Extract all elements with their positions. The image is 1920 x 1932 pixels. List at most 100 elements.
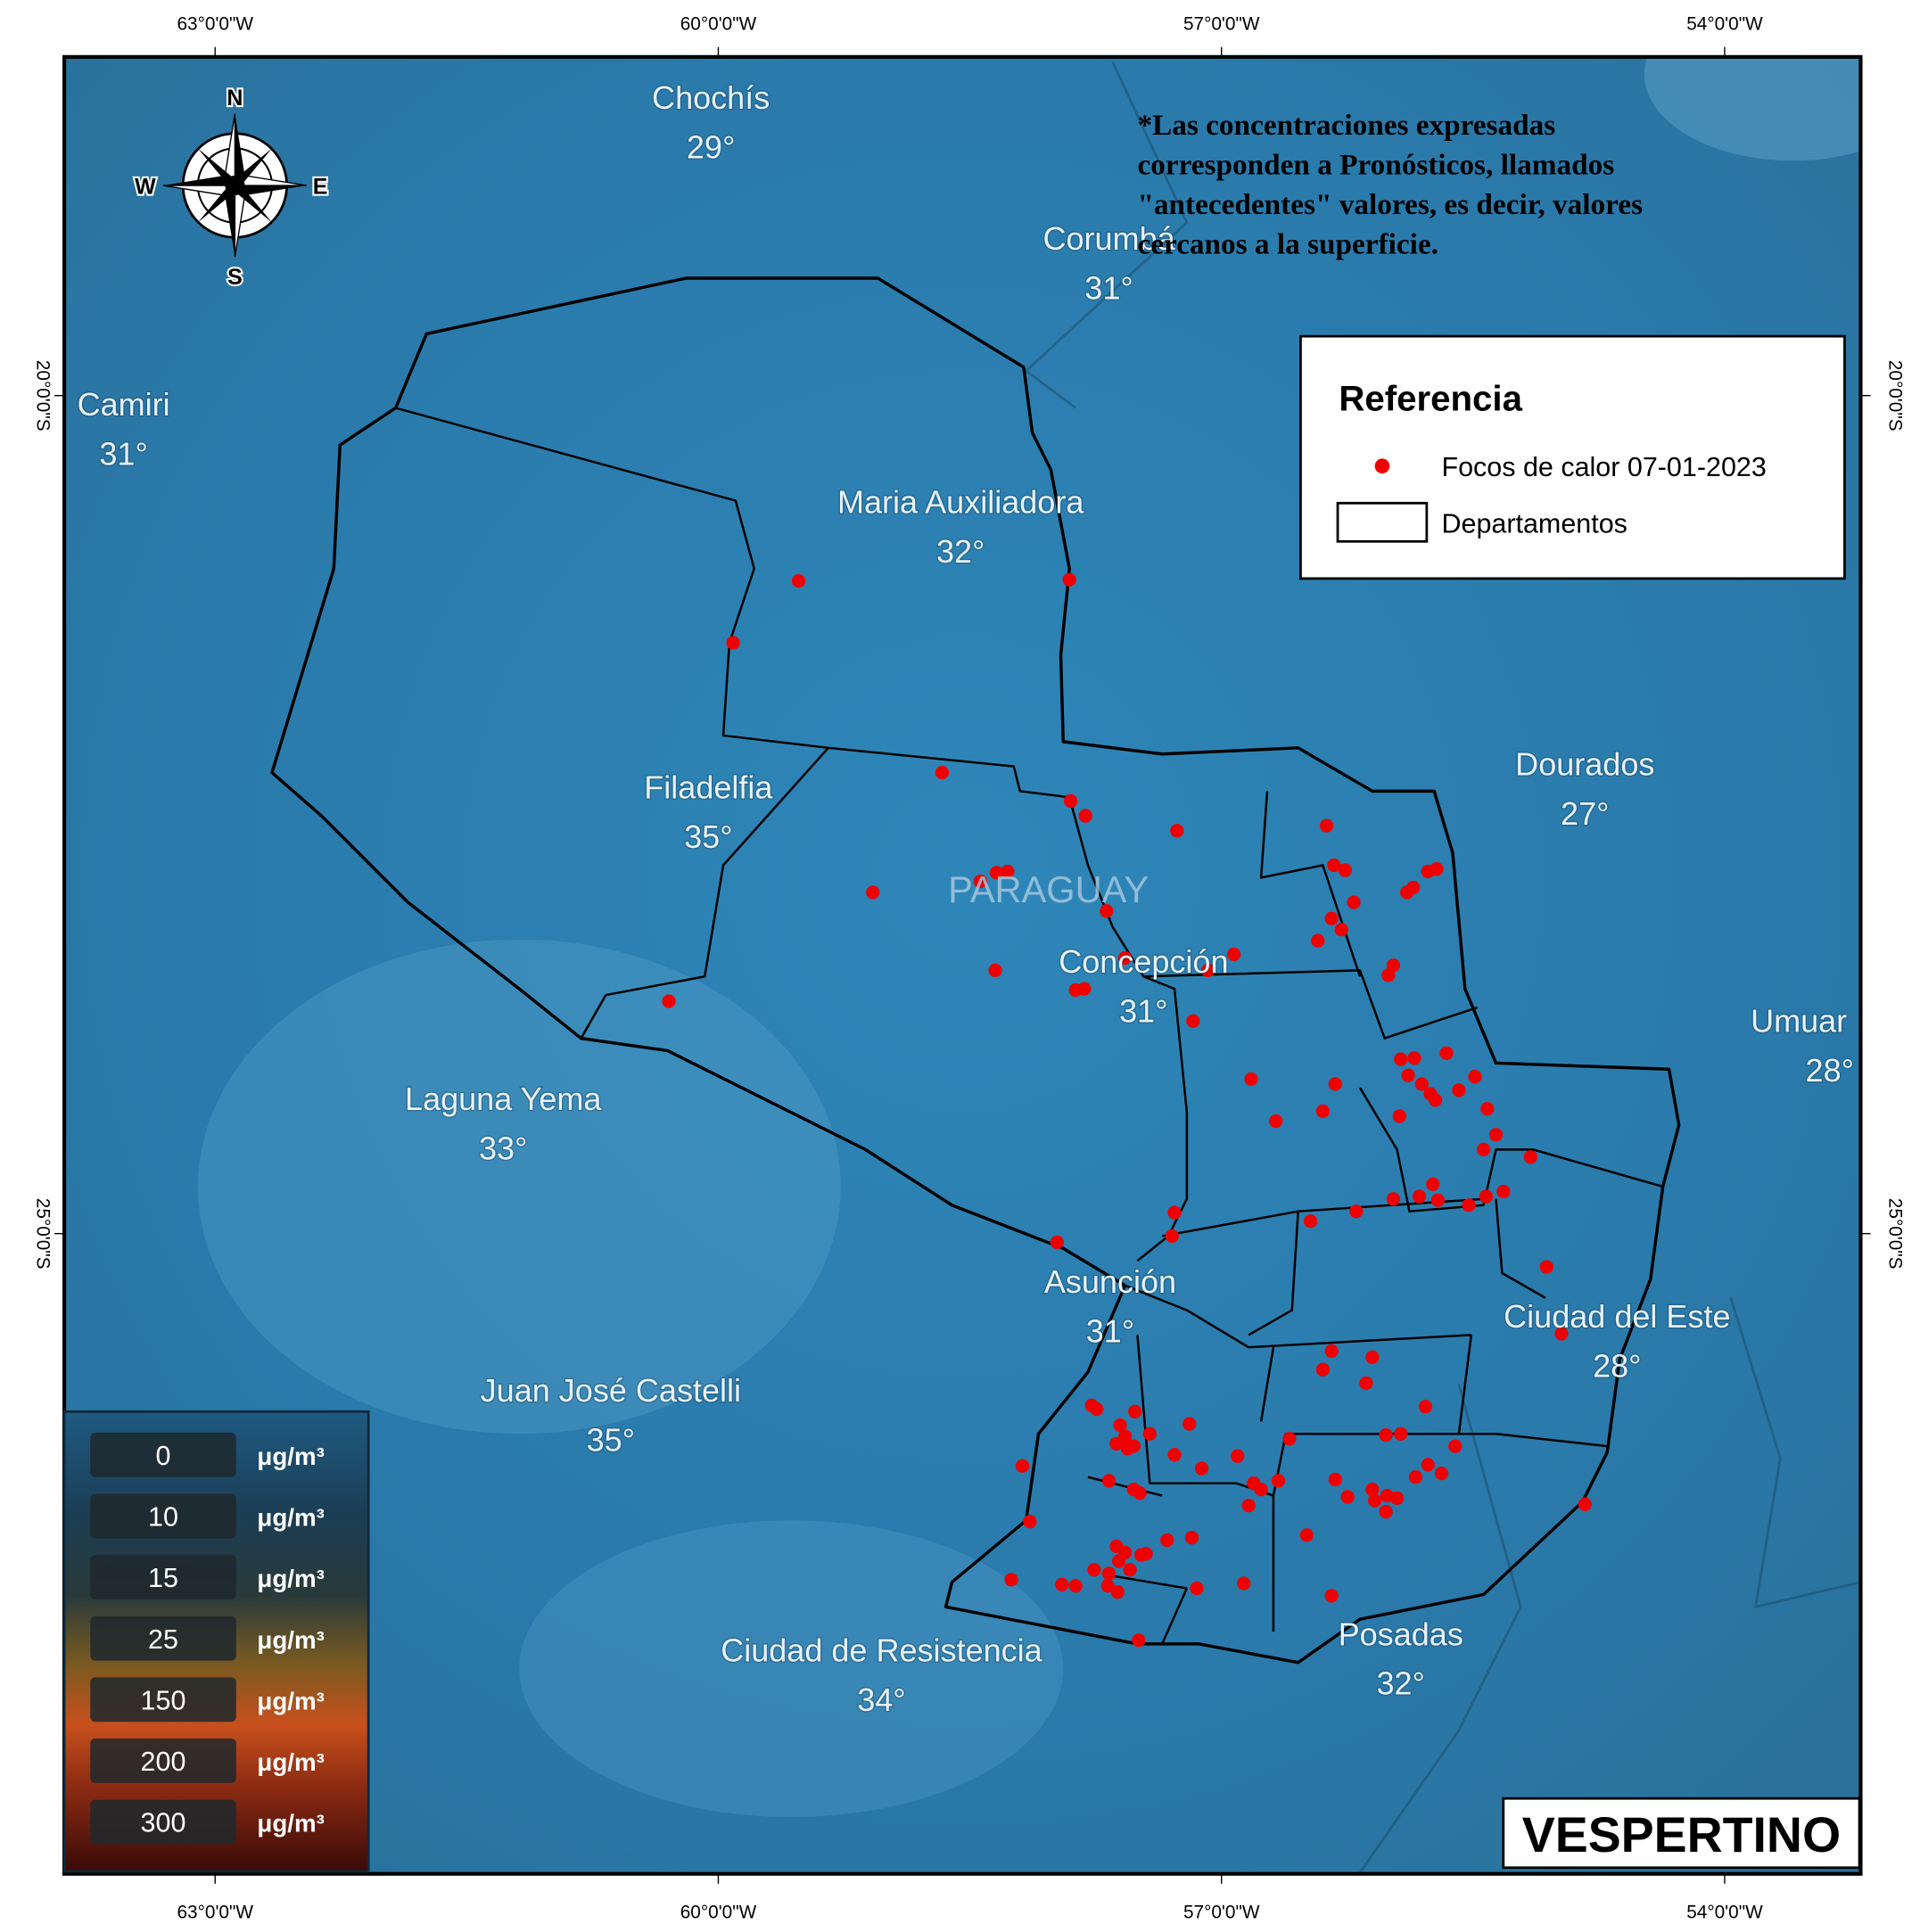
fire-point <box>1062 572 1076 587</box>
fire-point <box>1324 1589 1339 1603</box>
scale-box <box>90 1615 236 1661</box>
fire-point <box>1367 1493 1382 1508</box>
scale-value: 10 <box>148 1502 178 1533</box>
fire-point <box>1394 1426 1408 1441</box>
fire-point <box>1126 1439 1141 1453</box>
fire-point <box>1434 1466 1449 1481</box>
fire-point <box>1523 1150 1537 1164</box>
fire-point <box>1315 1362 1331 1377</box>
fire-point <box>1428 1093 1443 1107</box>
fire-point <box>1365 1482 1380 1497</box>
fire-point <box>1113 1418 1127 1433</box>
fire-point <box>1001 864 1015 879</box>
place-temp: 35° <box>684 818 733 855</box>
fire-point <box>1421 1458 1435 1472</box>
fire-point <box>1110 1585 1125 1599</box>
fire-point <box>1090 1402 1104 1417</box>
place-temp: 31° <box>1086 1313 1135 1350</box>
fire-point <box>1401 1068 1415 1082</box>
fire-point <box>1340 1490 1355 1504</box>
fire-point <box>1186 1014 1200 1028</box>
place-name: Ciudad del Este <box>1504 1298 1730 1335</box>
place-temp: 35° <box>587 1422 636 1459</box>
fire-point <box>791 574 806 588</box>
fire-point <box>726 636 740 650</box>
fire-point <box>1133 1486 1147 1500</box>
fire-point <box>1063 793 1078 809</box>
fire-point <box>989 866 1004 880</box>
concentration-scale: 0 μg/m³ 10 μg/m³ 15 μg/m³ 25 μg/m³ 150 μg/m³ 200 μg… <box>62 1410 370 1873</box>
fire-point <box>1414 1077 1429 1091</box>
fire-point <box>1539 1260 1553 1274</box>
fire-point <box>1101 1474 1117 1488</box>
fire-point <box>1254 1482 1268 1497</box>
fire-point <box>1327 858 1341 873</box>
fire-point <box>1078 809 1092 823</box>
fire-point <box>1394 1052 1408 1066</box>
fire-point <box>1452 1083 1466 1098</box>
legend-symbol <box>1336 501 1429 543</box>
place-name: Posadas <box>1339 1615 1463 1652</box>
haze <box>519 1520 1064 1818</box>
graticule-label: 54°0'0"W <box>1686 13 1763 34</box>
fire-point <box>1241 1499 1256 1513</box>
place-name: Dourados <box>1515 745 1654 782</box>
scale-unit: μg/m³ <box>257 1687 324 1714</box>
place: Concepción 31° <box>1058 942 1230 1031</box>
fire-point <box>1462 1198 1476 1213</box>
fire-point <box>1050 1235 1064 1249</box>
place-name: Umuar <box>1751 1003 1847 1040</box>
scale-box <box>90 1799 236 1845</box>
fire-point <box>1077 982 1092 996</box>
fire-point <box>1392 1109 1406 1123</box>
fire-point <box>1430 1193 1445 1207</box>
place-name: Juan José Castelli <box>481 1372 741 1409</box>
fire-point <box>988 963 1002 977</box>
fire-point <box>1448 1439 1463 1453</box>
scale-unit: μg/m³ <box>257 1565 324 1592</box>
fire-point <box>1244 1072 1258 1086</box>
fire-point <box>1328 1077 1342 1091</box>
place: Umuar 28° <box>1750 1001 1856 1089</box>
period-label: VESPERTINO <box>1522 1807 1841 1862</box>
fire-point <box>1068 1579 1083 1593</box>
fire-point <box>1328 1472 1342 1487</box>
fire-point <box>1347 895 1361 909</box>
note-line: *Las concentraciones expresadas <box>1137 109 1555 142</box>
fire-point <box>1496 1184 1511 1199</box>
place-temp: 34° <box>857 1681 906 1718</box>
scale-unit: μg/m³ <box>257 1748 324 1776</box>
fire-point <box>1334 922 1348 937</box>
period-box <box>1502 1796 1861 1870</box>
fire-point <box>1426 1177 1440 1191</box>
fire-point <box>1319 818 1334 833</box>
place: Filadelfia 35° <box>643 768 775 856</box>
fire-point <box>1379 1504 1393 1519</box>
fire-point <box>866 885 880 900</box>
fire-point <box>1324 911 1339 925</box>
note-line: "antecedentes" valores, es decir, valore… <box>1137 188 1643 221</box>
scale-value: 0 <box>156 1441 171 1471</box>
country-label: PARAGUAY <box>948 868 1149 910</box>
fire-point <box>1379 1427 1393 1443</box>
fire-point <box>935 765 950 780</box>
fire-point <box>1386 1192 1401 1206</box>
fire-point <box>1015 1459 1030 1473</box>
place-name: Asunción <box>1044 1263 1176 1300</box>
fire-point <box>1142 1426 1157 1441</box>
fire-point <box>1282 1432 1297 1446</box>
fire-point <box>1381 968 1396 982</box>
place: Ciudad del Este 28° <box>1503 1297 1732 1385</box>
scale-unit: μg/m³ <box>257 1504 324 1532</box>
legend-item: Departamentos <box>1441 509 1627 539</box>
graticule-label: 57°0'0"W <box>1183 13 1260 34</box>
place-name: Filadelfia <box>644 769 773 806</box>
fire-point <box>1365 1350 1380 1364</box>
fire-point <box>1004 1573 1018 1587</box>
place-temp: 31° <box>1084 270 1133 307</box>
fire-point <box>1479 1189 1494 1204</box>
fire-point <box>1299 1528 1314 1542</box>
legend-symbol <box>1374 458 1390 474</box>
fire-point <box>1359 1376 1373 1391</box>
